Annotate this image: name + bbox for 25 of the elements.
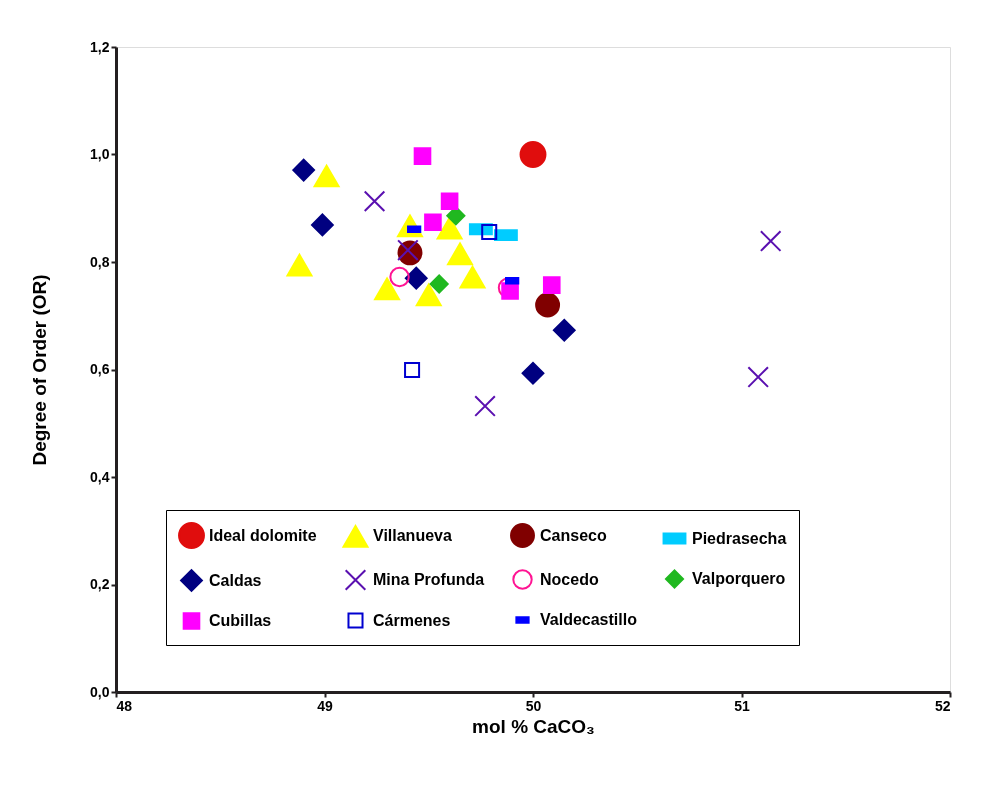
y-tick-label: 1,0 [90, 146, 110, 162]
y-tick-label: 0,6 [90, 361, 110, 377]
legend-label: Canseco [540, 526, 607, 544]
y-tick-label: 1,2 [90, 38, 110, 55]
x-tick-label: 51 [734, 697, 750, 714]
x-tick-label: 50 [525, 697, 542, 714]
legend-label: Valporquero [692, 570, 786, 587]
legend-label: Caldas [209, 571, 262, 589]
x-axis-title: mol % CaCO₃ [472, 715, 595, 737]
legend-label: Piedrasecha [692, 529, 787, 547]
legend-label: Valdecastillo [540, 611, 638, 628]
y-tick-label: 0,0 [90, 683, 110, 700]
legend-label: Mina Profunda [373, 571, 485, 588]
y-tick-label: 0,2 [90, 576, 110, 592]
x-tick-label: 49 [317, 697, 333, 714]
legend-label: Villanueva [373, 527, 452, 545]
y-tick-label: 0,4 [90, 468, 110, 485]
legend-label: Cubillas [209, 612, 272, 629]
y-axis-title: Degree of Order (OR) [29, 274, 51, 466]
y-tick-label: 0,8 [90, 253, 110, 270]
legend-label: Ideal dolomite [209, 526, 317, 544]
x-tick-label: 48 [116, 697, 133, 714]
x-tick-label: 52 [934, 697, 951, 714]
legend-label: Cármenes [373, 611, 451, 629]
legend-label: Nocedo [540, 570, 599, 588]
